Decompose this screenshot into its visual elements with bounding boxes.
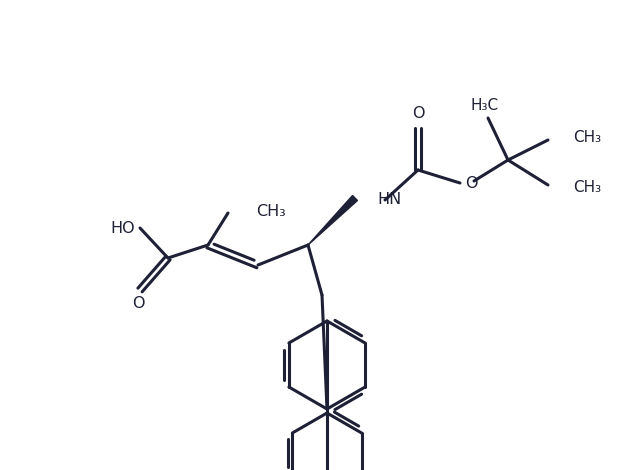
Text: CH₃: CH₃ [256, 204, 285, 219]
Text: O: O [412, 105, 424, 120]
Text: H₃C: H₃C [471, 97, 499, 112]
Text: O: O [465, 177, 477, 191]
Polygon shape [308, 196, 358, 245]
Text: O: O [132, 297, 144, 312]
Text: CH₃: CH₃ [573, 131, 601, 146]
Text: HN: HN [377, 193, 401, 207]
Text: CH₃: CH₃ [573, 180, 601, 195]
Text: HO: HO [110, 220, 135, 235]
